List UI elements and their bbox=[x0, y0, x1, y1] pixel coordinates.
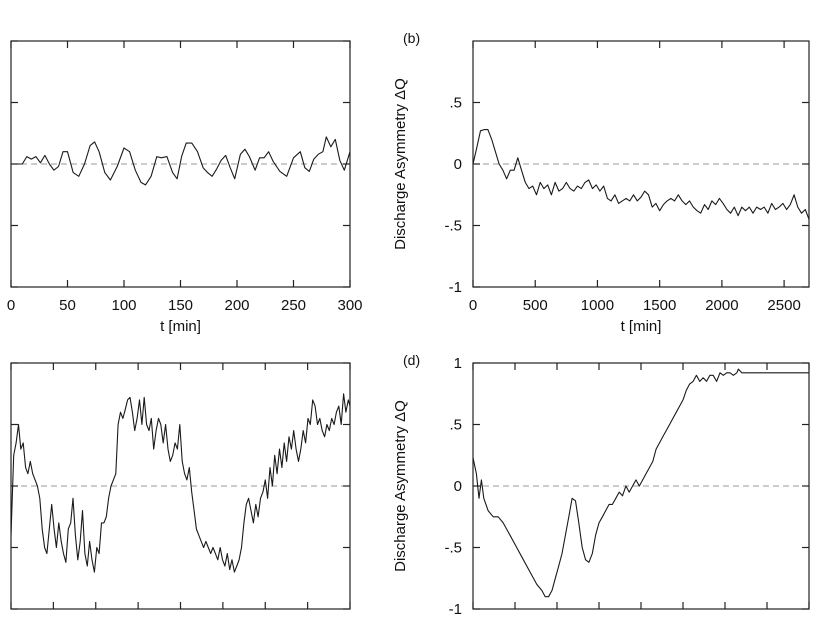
y-tick-label: -.5 bbox=[444, 218, 462, 235]
x-tick-label: 100 bbox=[111, 297, 136, 314]
series-line-b-0 bbox=[473, 129, 809, 220]
panel-label: (d) bbox=[403, 352, 420, 368]
y-axis-title: Discharge Asymmetry ΔQ bbox=[392, 400, 409, 572]
y-tick-label: .5 bbox=[449, 417, 462, 434]
x-tick-label: 50 bbox=[59, 297, 76, 314]
series-line-c-0 bbox=[11, 393, 350, 573]
y-tick-label: -1 bbox=[449, 279, 462, 296]
x-tick-label: 2500 bbox=[767, 297, 800, 314]
panel-d: -1 -.5 0 .5 1 Discharge Asymmetry ΔQ (d) bbox=[392, 352, 810, 618]
y-axis-title: Discharge Asymmetry ΔQ bbox=[392, 78, 409, 250]
y-tick-label: 0 bbox=[454, 478, 462, 495]
panel-a: 0 50 100 150 200 250 300 t [min] bbox=[7, 40, 363, 335]
x-tick-label: 0 bbox=[469, 297, 477, 314]
series-line-d-0 bbox=[473, 368, 809, 598]
x-tick-label: 0 bbox=[7, 297, 15, 314]
x-tick-label: 1000 bbox=[581, 297, 614, 314]
panel-b: 0 500 1000 1500 2000 2500 -1 -.5 0 .5 t [min] Disch… bbox=[392, 30, 810, 335]
x-axis-title: t [min] bbox=[160, 318, 201, 335]
y-tick-label: .5 bbox=[449, 95, 462, 112]
x-tick-label: 500 bbox=[523, 297, 548, 314]
series-line-a-0 bbox=[11, 136, 350, 186]
x-tick-label: 300 bbox=[337, 297, 362, 314]
y-tick-label: -.5 bbox=[444, 540, 462, 557]
x-tick-label: 250 bbox=[281, 297, 306, 314]
y-tick-label: 1 bbox=[454, 355, 462, 372]
y-tick-label: -1 bbox=[449, 601, 462, 618]
x-axis-title: t [min] bbox=[621, 318, 662, 335]
y-tick-label: 0 bbox=[454, 156, 462, 173]
x-tick-label: 2000 bbox=[705, 297, 738, 314]
panel-label: (b) bbox=[403, 30, 420, 46]
panel-c bbox=[10, 362, 351, 610]
x-tick-label: 150 bbox=[168, 297, 193, 314]
x-tick-label: 1500 bbox=[643, 297, 676, 314]
x-tick-label: 200 bbox=[224, 297, 249, 314]
